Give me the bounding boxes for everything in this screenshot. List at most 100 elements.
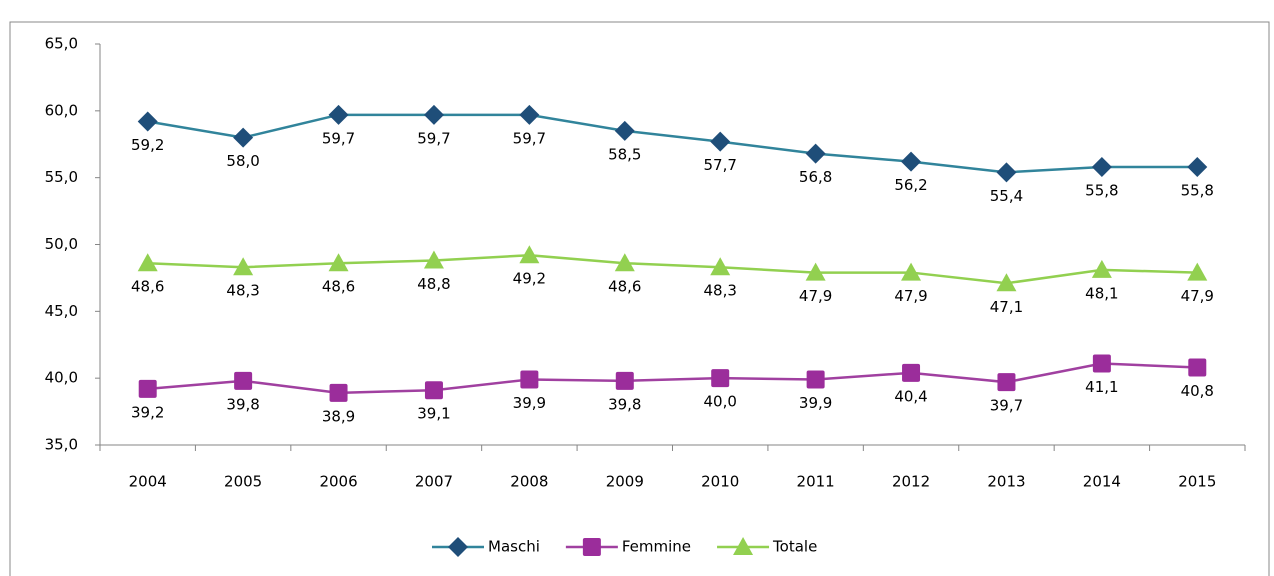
legend-label: Maschi xyxy=(488,538,540,556)
data-point xyxy=(614,253,635,272)
y-tick-label: 40,0 xyxy=(45,369,78,387)
data-point xyxy=(329,383,348,402)
data-label: 47,9 xyxy=(894,287,927,305)
data-point xyxy=(805,262,826,281)
data-label: 48,6 xyxy=(608,278,641,296)
legend-label: Totale xyxy=(772,538,817,556)
data-label: 56,8 xyxy=(799,168,832,186)
data-label: 41,1 xyxy=(1085,378,1118,396)
chart-frame xyxy=(9,21,1270,576)
data-label: 59,7 xyxy=(417,129,450,147)
data-label: 39,2 xyxy=(131,403,164,421)
data-point xyxy=(996,162,1017,183)
data-point xyxy=(901,151,922,172)
data-point xyxy=(1188,358,1207,377)
data-label: 49,2 xyxy=(513,270,546,288)
x-tick-label: 2013 xyxy=(987,473,1025,491)
x-tick-label: 2010 xyxy=(701,473,739,491)
data-label: 39,7 xyxy=(990,397,1023,415)
x-tick-label: 2009 xyxy=(606,473,644,491)
data-label: 48,3 xyxy=(226,282,259,300)
x-tick-label: 2006 xyxy=(319,473,357,491)
data-label: 59,7 xyxy=(513,129,546,147)
data-label: 55,8 xyxy=(1181,181,1214,199)
data-label: 59,2 xyxy=(131,136,164,154)
data-label: 40,8 xyxy=(1181,382,1214,400)
series-line xyxy=(147,362,1198,395)
data-label: 39,9 xyxy=(513,394,546,412)
data-point xyxy=(1187,262,1208,281)
data-label: 58,5 xyxy=(608,145,641,163)
data-label: 48,6 xyxy=(322,278,355,296)
data-point xyxy=(996,273,1017,292)
data-label: 56,2 xyxy=(894,176,927,194)
data-label: 39,1 xyxy=(417,405,450,423)
x-tick-label: 2005 xyxy=(224,473,262,491)
data-label: 39,8 xyxy=(226,395,259,413)
data-point xyxy=(901,262,922,281)
legend-marker xyxy=(448,537,468,557)
data-label: 39,8 xyxy=(608,395,641,413)
data-label: 47,1 xyxy=(990,298,1023,316)
legend-marker xyxy=(582,538,601,556)
data-label: 40,0 xyxy=(704,393,737,411)
data-point xyxy=(423,250,444,269)
x-tick-label: 2008 xyxy=(510,473,548,491)
data-point xyxy=(614,120,635,141)
data-point xyxy=(1092,354,1111,373)
data-point xyxy=(137,253,158,272)
series-line xyxy=(147,113,1198,174)
x-tick-label: 2015 xyxy=(1178,473,1216,491)
data-label: 38,9 xyxy=(322,407,355,425)
data-point xyxy=(805,143,826,164)
data-label: 48,1 xyxy=(1085,284,1118,302)
data-point xyxy=(710,131,731,152)
x-tick-label: 2011 xyxy=(797,473,835,491)
y-tick-label: 50,0 xyxy=(45,235,78,253)
data-label: 40,4 xyxy=(894,387,927,405)
data-point xyxy=(519,104,540,125)
legend-label: Femmine xyxy=(622,538,691,556)
data-label: 48,6 xyxy=(131,278,164,296)
y-tick-label: 35,0 xyxy=(45,436,78,454)
x-tick-label: 2007 xyxy=(415,473,453,491)
data-point xyxy=(424,381,443,400)
legend-marker xyxy=(733,537,754,555)
data-point xyxy=(711,369,730,388)
data-point xyxy=(233,127,254,148)
data-point xyxy=(615,371,634,390)
data-point xyxy=(138,379,157,398)
data-point xyxy=(1091,259,1112,278)
x-tick-label: 2014 xyxy=(1083,473,1121,491)
data-point xyxy=(710,257,731,276)
data-point xyxy=(423,104,444,125)
data-label: 39,9 xyxy=(799,394,832,412)
y-tick-label: 60,0 xyxy=(45,101,78,119)
data-label: 47,9 xyxy=(1181,287,1214,305)
data-point xyxy=(233,257,254,276)
series-line xyxy=(147,253,1198,285)
y-tick-label: 65,0 xyxy=(45,35,78,53)
data-point xyxy=(902,363,921,382)
data-point xyxy=(997,373,1016,392)
data-point xyxy=(234,371,253,390)
data-label: 55,8 xyxy=(1085,181,1118,199)
data-label: 48,3 xyxy=(704,282,737,300)
data-label: 57,7 xyxy=(704,156,737,174)
data-point xyxy=(520,370,539,389)
y-tick-label: 55,0 xyxy=(45,168,78,186)
data-point xyxy=(519,245,540,264)
y-tick-label: 45,0 xyxy=(45,302,78,320)
data-point xyxy=(137,111,158,132)
data-point xyxy=(1187,156,1208,177)
data-point xyxy=(328,104,349,125)
data-point xyxy=(806,370,825,389)
data-label: 47,9 xyxy=(799,287,832,305)
x-tick-label: 2012 xyxy=(892,473,930,491)
data-point xyxy=(328,253,349,272)
data-point xyxy=(1091,156,1112,177)
x-tick-label: 2004 xyxy=(129,473,167,491)
data-label: 48,8 xyxy=(417,275,450,293)
data-label: 55,4 xyxy=(990,187,1023,205)
